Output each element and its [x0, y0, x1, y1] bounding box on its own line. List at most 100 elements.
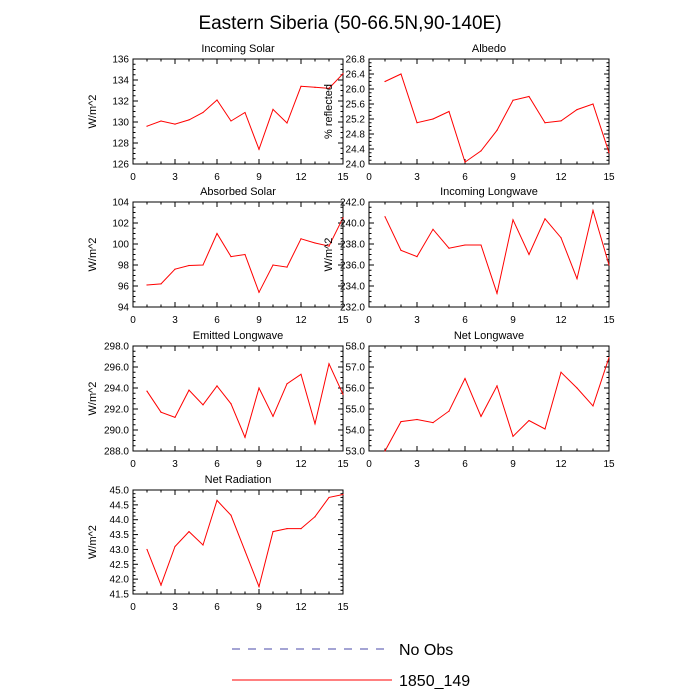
data-point: [300, 373, 302, 375]
x-tick-label: 9: [256, 172, 262, 183]
data-point: [188, 389, 190, 391]
x-tick-label: 3: [172, 459, 178, 470]
data-point: [216, 385, 218, 387]
data-point: [384, 216, 386, 218]
data-point: [432, 118, 434, 120]
data-point: [480, 150, 482, 152]
data-point: [528, 95, 530, 98]
y-axis-label: W/m^2: [87, 238, 99, 272]
data-point: [544, 122, 546, 124]
data-point: [230, 256, 232, 258]
data-point: [432, 228, 434, 230]
data-point: [528, 253, 530, 256]
data-point: [230, 120, 232, 122]
panel-title: Absorbed Solar: [200, 186, 276, 198]
data-point: [146, 548, 148, 551]
y-tick-label: 24.8: [346, 130, 366, 141]
y-tick-label: 42.5: [110, 560, 130, 571]
y-tick-label: 58.0: [346, 342, 366, 353]
plot-frame: [132, 345, 344, 452]
legend-label-no-obs: No Obs: [399, 642, 453, 659]
y-tick-label: 25.6: [346, 100, 366, 111]
data-point: [258, 387, 260, 389]
data-point: [464, 244, 466, 246]
series-line-1850-149: [146, 362, 344, 439]
y-tick-label: 56.0: [346, 384, 366, 395]
panel-title: Emitted Longwave: [193, 330, 284, 342]
x-tick-label: 0: [366, 172, 372, 183]
x-tick-label: 3: [414, 315, 420, 326]
y-axis-label: W/m^2: [323, 238, 335, 272]
x-tick-label: 9: [256, 315, 262, 326]
y-tick-label: 126: [112, 160, 129, 171]
y-tick-label: 42.0: [110, 575, 130, 586]
x-tick-label: 12: [295, 315, 307, 326]
data-point: [202, 264, 204, 266]
data-point: [560, 371, 562, 373]
x-tick-label: 6: [214, 459, 220, 470]
data-point: [202, 111, 204, 114]
data-point: [160, 283, 162, 285]
data-point: [576, 278, 578, 280]
data-point: [342, 217, 344, 219]
panel-incoming-longwave: 0 3 6 9 12 15232.0234.0236.0238.0240.0242.0In…: [323, 186, 615, 326]
data-point: [448, 110, 450, 113]
data-point: [286, 383, 288, 385]
data-point: [230, 403, 232, 405]
x-tick-label: 6: [214, 602, 220, 613]
data-point: [174, 545, 176, 548]
y-tick-label: 292.0: [104, 405, 129, 416]
data-point: [286, 528, 288, 530]
data-point: [258, 585, 260, 588]
data-point: [314, 86, 316, 88]
y-tick-label: 53.0: [346, 447, 366, 458]
y-tick-label: 234.0: [340, 282, 365, 293]
panel-title: Albedo: [472, 43, 506, 55]
plot-frame: [368, 345, 610, 452]
x-tick-label: 0: [130, 459, 136, 470]
data-point: [202, 544, 204, 546]
data-point: [432, 422, 434, 424]
series-line-1850-149: [146, 494, 344, 589]
x-tick-label: 0: [130, 315, 136, 326]
y-tick-label: 288.0: [104, 447, 129, 458]
y-tick-label: 41.5: [110, 590, 130, 601]
x-tick-label: 12: [295, 172, 307, 183]
x-tick-label: 6: [462, 315, 468, 326]
data-point: [342, 493, 344, 496]
data-point: [272, 264, 274, 266]
plot-frame: [132, 489, 344, 595]
data-point: [496, 129, 498, 131]
y-tick-label: 290.0: [104, 426, 129, 437]
data-point: [464, 377, 466, 380]
data-point: [416, 418, 418, 421]
x-tick-label: 9: [256, 602, 262, 613]
series-line-1850-149: [384, 208, 610, 296]
x-tick-label: 6: [462, 172, 468, 183]
y-tick-label: 26.8: [346, 55, 366, 66]
x-tick-label: 3: [172, 315, 178, 326]
x-tick-label: 3: [414, 459, 420, 470]
data-point: [342, 393, 344, 395]
data-point: [480, 244, 482, 246]
series-line-1850-149: [384, 73, 610, 163]
data-point: [160, 120, 162, 122]
x-tick-label: 12: [555, 172, 567, 183]
y-tick-label: 242.0: [340, 198, 365, 209]
x-tick-label: 15: [337, 315, 349, 326]
x-tick-label: 3: [172, 172, 178, 183]
y-axis-label: W/m^2: [87, 382, 99, 416]
x-tick-label: 15: [337, 459, 349, 470]
data-point: [258, 148, 260, 150]
data-point: [300, 238, 302, 240]
data-point: [512, 99, 514, 101]
x-tick-label: 0: [130, 602, 136, 613]
y-axis-label: W/m^2: [87, 95, 99, 129]
y-tick-label: 45.0: [110, 486, 130, 497]
y-tick-label: 236.0: [340, 261, 365, 272]
data-point: [448, 247, 450, 249]
data-point: [230, 514, 232, 516]
x-tick-label: 15: [603, 315, 615, 326]
data-point: [286, 122, 288, 124]
y-tick-label: 57.0: [346, 363, 366, 374]
